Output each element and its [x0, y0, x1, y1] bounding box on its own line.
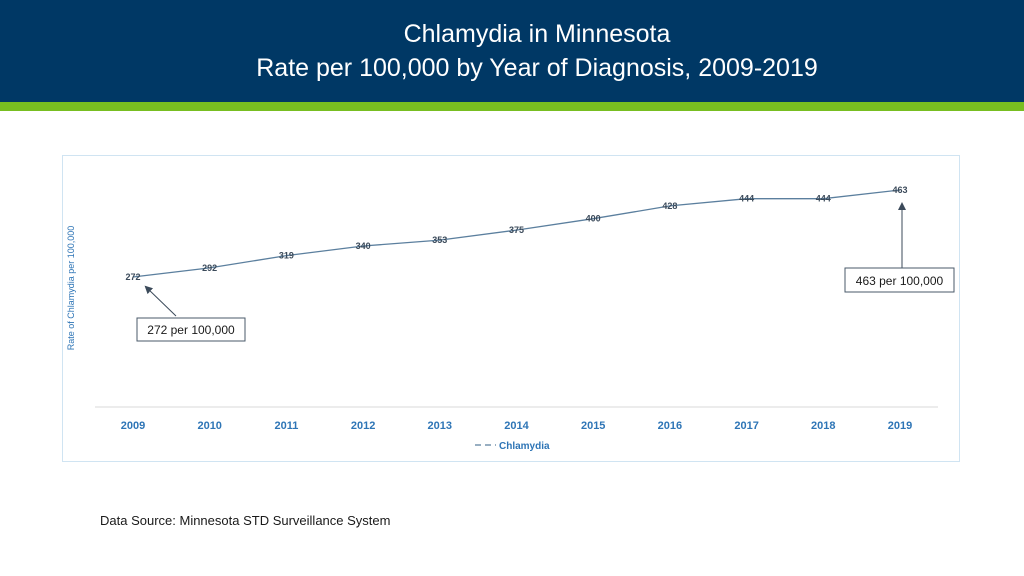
- x-tick-label-2015: 2015: [581, 420, 605, 432]
- data-label-2012: 340: [356, 241, 371, 251]
- x-tick-label-2016: 2016: [658, 420, 682, 432]
- header-accent-stripe: [0, 102, 1024, 111]
- series-line-chlamydia: [132, 189, 901, 278]
- x-tick-label-2009: 2009: [121, 420, 145, 432]
- data-label-2018: 444: [816, 194, 831, 204]
- chart-frame: [62, 155, 960, 462]
- page-subtitle: Rate per 100,000 by Year of Diagnosis, 2…: [256, 54, 818, 82]
- data-label-2009: 272: [125, 272, 140, 282]
- annotation-text-start: 272 per 100,000: [147, 323, 235, 337]
- x-tick-label-2018: 2018: [811, 420, 835, 432]
- header-banner: Chlamydia in Minnesota Rate per 100,000 …: [0, 0, 1024, 102]
- annotation-box-end: [844, 267, 955, 293]
- annotation-text-end: 463 per 100,000: [856, 274, 944, 288]
- data-label-2019: 463: [892, 185, 907, 195]
- y-axis-label: Rate of Chlamydia per 100,000: [66, 226, 76, 351]
- data-label-2010: 292: [202, 263, 217, 273]
- x-tick-label-2010: 2010: [197, 420, 221, 432]
- data-label-2015: 400: [586, 214, 601, 224]
- x-tick-label-2014: 2014: [504, 420, 529, 432]
- data-label-2013: 353: [432, 235, 447, 245]
- data-label-2014: 375: [509, 225, 524, 235]
- x-tick-label-2019: 2019: [888, 420, 912, 432]
- x-tick-label-2012: 2012: [351, 420, 375, 432]
- data-label-2011: 319: [279, 251, 294, 261]
- x-tick-label-2011: 2011: [274, 420, 298, 432]
- data-label-2016: 428: [662, 201, 677, 211]
- annotation-box-start: [136, 317, 246, 342]
- data-label-2017: 444: [739, 194, 754, 204]
- data-source-note: Data Source: Minnesota STD Surveillance …: [100, 513, 391, 528]
- x-tick-label-2017: 2017: [734, 420, 758, 432]
- page-title: Chlamydia in Minnesota: [403, 20, 671, 48]
- annotation-arrow-start: [144, 285, 177, 317]
- legend-label-chlamydia: Chlamydia: [499, 441, 550, 452]
- x-tick-label-2013: 2013: [428, 420, 452, 432]
